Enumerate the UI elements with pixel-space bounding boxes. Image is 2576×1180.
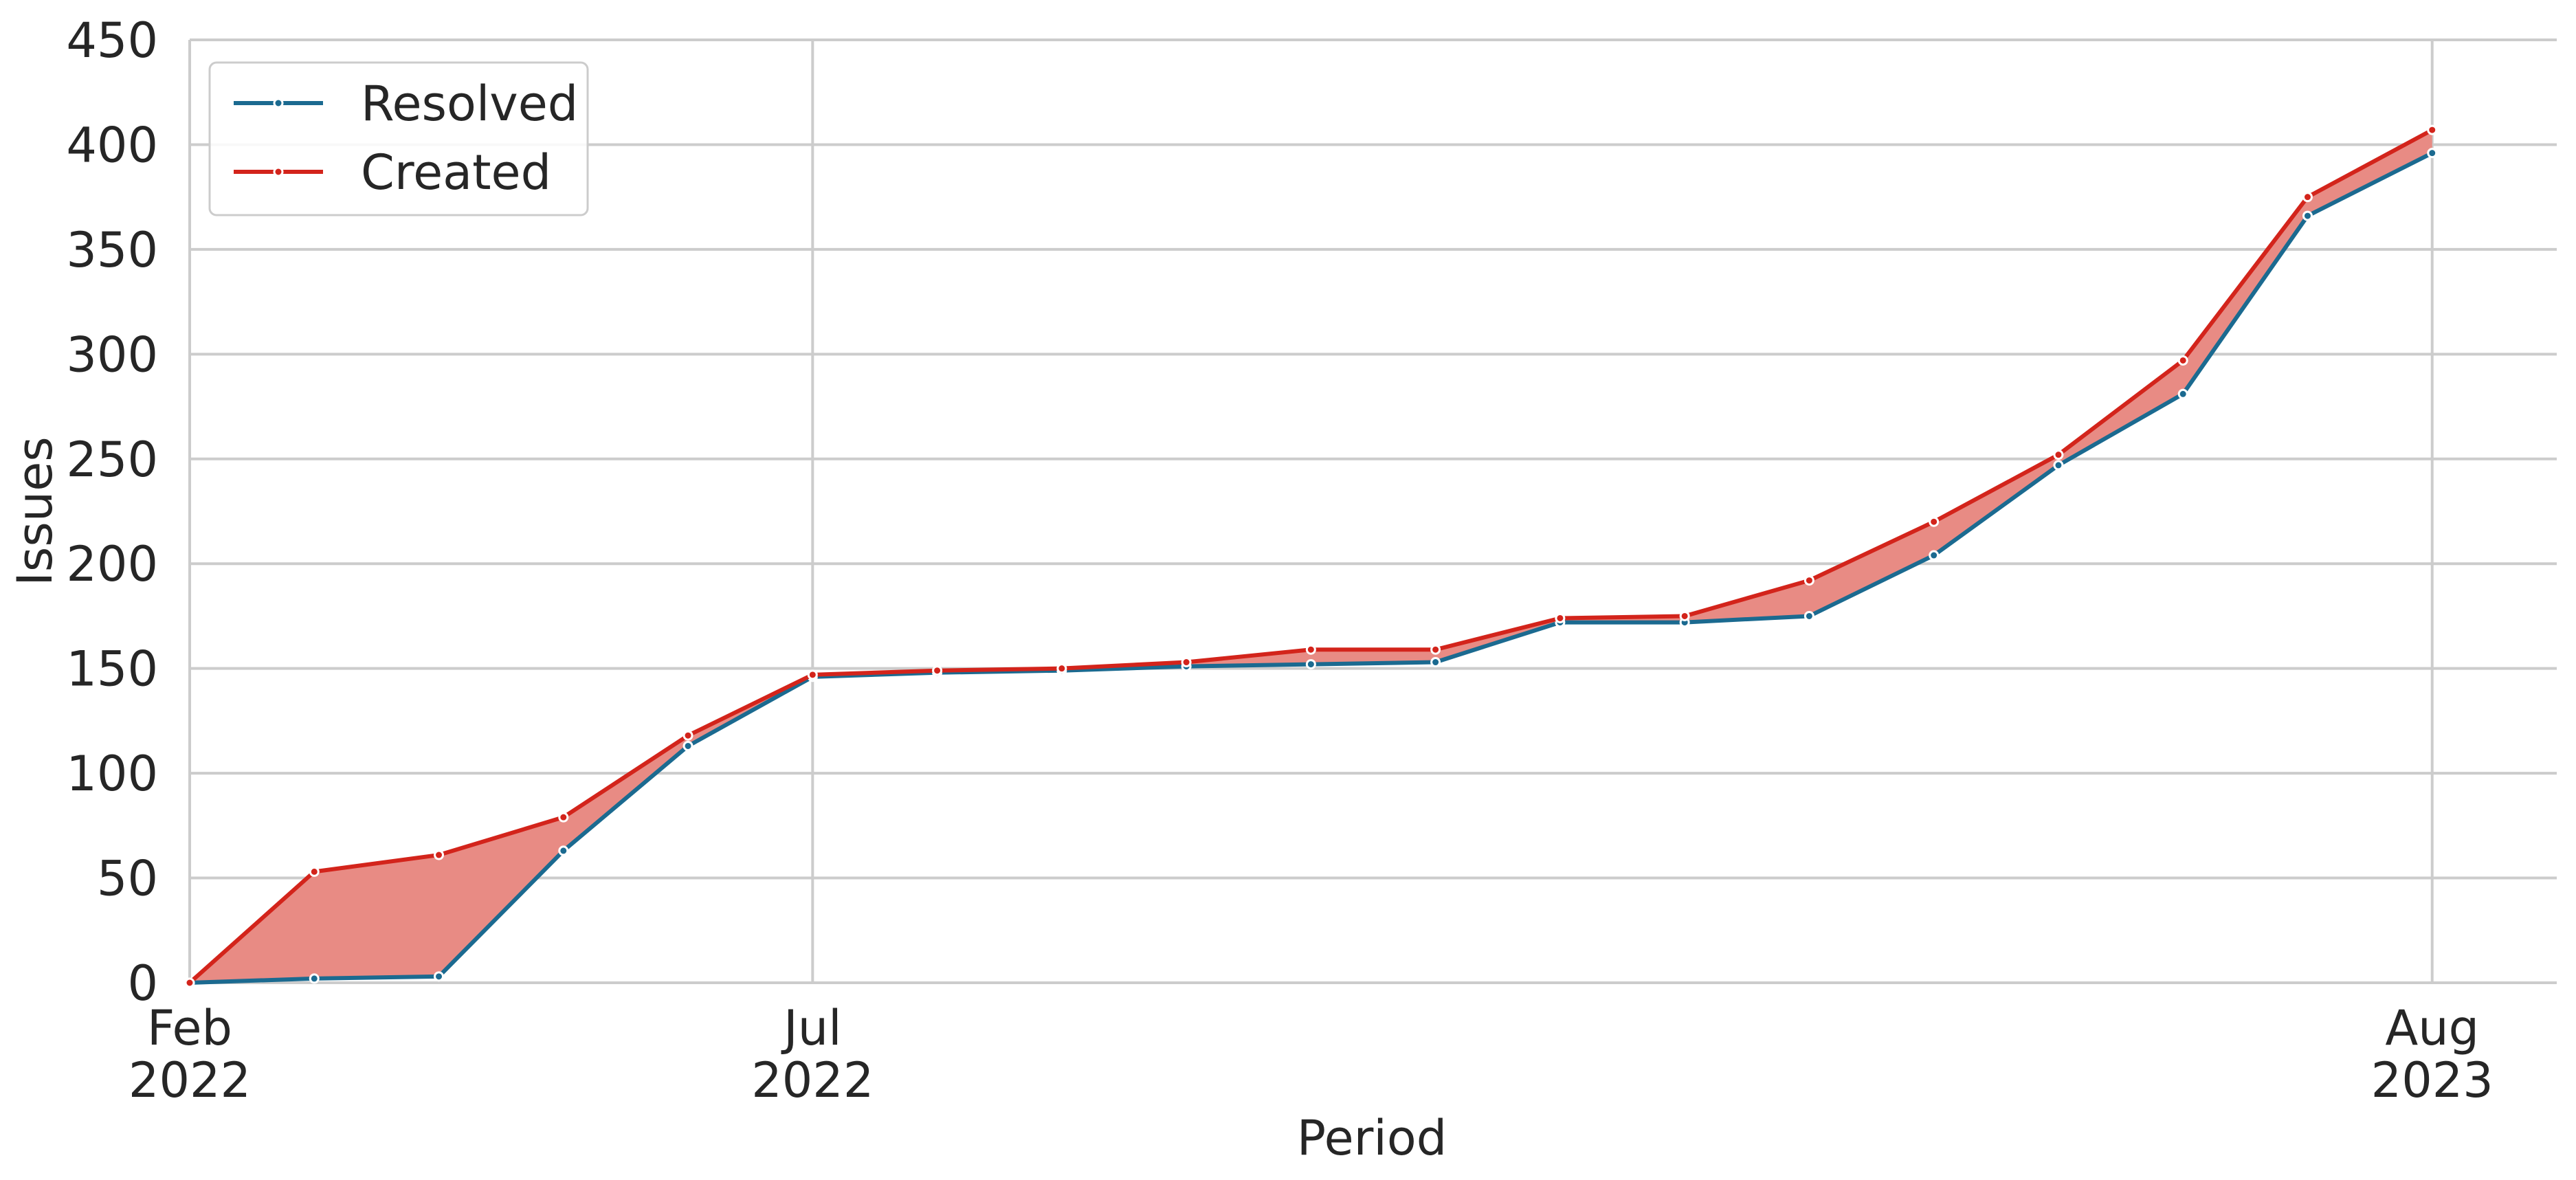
- legend-label: Created: [361, 144, 551, 201]
- x-axis-label: Period: [1297, 1110, 1447, 1166]
- legend-label: Resolved: [361, 76, 578, 132]
- data-point: [932, 665, 943, 676]
- data-point: [434, 971, 445, 982]
- data-point: [1305, 659, 1316, 670]
- data-point: [682, 740, 693, 751]
- data-point: [309, 973, 320, 984]
- data-point: [1929, 516, 1940, 527]
- data-point: [434, 849, 445, 860]
- legend-box: [208, 61, 589, 216]
- x-tick-label: Aug 2023: [2371, 1000, 2494, 1109]
- legend-marker: [273, 98, 284, 109]
- data-point: [1555, 612, 1566, 623]
- data-point: [2177, 388, 2188, 399]
- data-point: [807, 669, 818, 680]
- y-axis-label: Issues: [7, 436, 63, 586]
- y-tick-label: 350: [66, 222, 158, 278]
- data-point: [184, 977, 195, 988]
- data-point: [1803, 575, 1814, 586]
- x-tick-label: Jul 2022: [751, 1000, 874, 1109]
- data-point: [2053, 460, 2064, 471]
- data-point: [2302, 192, 2313, 203]
- x-tick-label: Feb 2022: [129, 1000, 251, 1109]
- y-tick-label: 300: [66, 326, 158, 383]
- data-point: [1929, 550, 1940, 561]
- data-point: [1430, 644, 1441, 655]
- data-point: [558, 845, 569, 856]
- y-tick-label: 0: [127, 955, 158, 1012]
- legend-marker: [273, 166, 284, 177]
- data-point: [2427, 124, 2438, 135]
- y-tick-label: 150: [66, 641, 158, 698]
- data-point: [2302, 210, 2313, 221]
- data-point: [1430, 657, 1441, 668]
- data-point: [2427, 148, 2438, 159]
- data-point: [1679, 610, 1690, 621]
- data-point: [1056, 663, 1067, 674]
- data-point: [2177, 355, 2188, 366]
- data-point: [1181, 657, 1192, 668]
- data-point: [2053, 449, 2064, 460]
- data-point: [309, 866, 320, 877]
- data-point: [558, 812, 569, 823]
- y-tick-label: 250: [66, 432, 158, 488]
- fill-between: [190, 130, 2432, 983]
- legend: Resolved Created: [208, 61, 589, 216]
- y-tick-label: 400: [66, 117, 158, 173]
- data-point: [1305, 644, 1316, 655]
- y-tick-label: 50: [97, 851, 158, 907]
- y-tick-label: 200: [66, 536, 158, 592]
- y-tick-label: 100: [66, 746, 158, 802]
- data-point: [1803, 610, 1814, 621]
- data-point: [682, 730, 693, 741]
- y-tick-label: 450: [66, 12, 158, 69]
